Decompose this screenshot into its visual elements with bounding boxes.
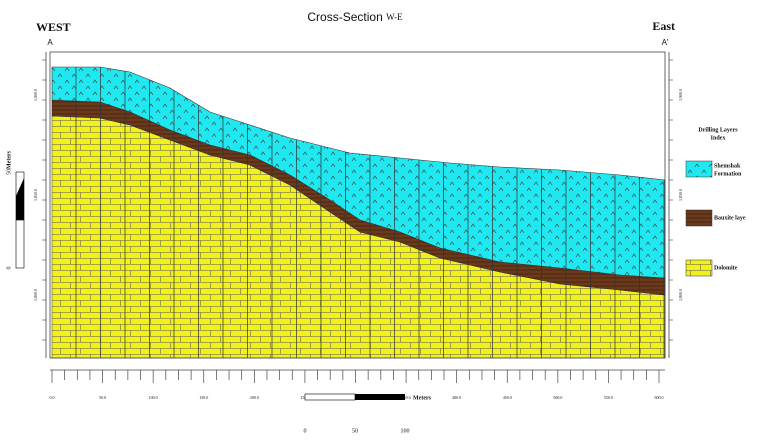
scale-segment: [355, 394, 405, 400]
bottom-tick-label: 100.0: [149, 395, 158, 400]
scale-unit: Meters: [413, 395, 432, 401]
bottom-tick-label: 0.0: [50, 395, 55, 400]
bottom-tick-label: 600.0: [655, 395, 664, 400]
legend-label: Dolomite: [714, 265, 738, 271]
legend-swatch: [686, 210, 712, 226]
cross-section-diagram: 1,900.0 1,850.0 1,800.0 1,900.0 1,850.0 1,800…: [0, 0, 760, 436]
legend-label: Bauxite laye: [714, 215, 746, 221]
legend: Drilling Layers Index Shemshak Formation…: [686, 127, 746, 276]
bottom-tick-label: 200.0: [250, 395, 259, 400]
right-tick-label: 1,850.0: [678, 189, 684, 201]
legend-title: Index: [711, 135, 726, 141]
scale-label: 0: [6, 267, 12, 270]
bottom-tick-label: 400.0: [452, 395, 461, 400]
page: {"header": {"title": "Cross-Section", "t…: [0, 0, 760, 436]
west-label: WEST: [36, 20, 71, 34]
scale-segment: [16, 220, 24, 268]
title: Cross-Section W-E: [307, 10, 403, 24]
scale-unit: Meters: [6, 150, 12, 169]
left-tick-label: 1,850.0: [33, 189, 39, 201]
title-main: Cross-Section: [307, 10, 382, 24]
legend-swatch: [686, 260, 712, 276]
right-tick-label: 1,800.0: [678, 289, 684, 301]
scale-segment: [305, 394, 355, 400]
title-suffix: W-E: [386, 12, 403, 22]
bottom-tick-label: 450.0: [503, 395, 512, 400]
legend-swatch: [686, 161, 712, 177]
left-tick-label: 1,800.0: [33, 289, 39, 301]
scale-label: 50: [6, 169, 12, 175]
legend-title: Drilling Layers: [698, 127, 738, 133]
legend-label: Shemshak: [714, 163, 741, 169]
bottom-tick-label: 150.0: [199, 395, 208, 400]
bottom-scale-bar: Meters 0 50 100: [304, 394, 432, 434]
bottom-tick-label: 550.0: [604, 395, 613, 400]
scale-label: 50: [352, 428, 358, 434]
bottom-tick-label: 50.0: [99, 395, 106, 400]
right-tick-label: 1,900.0: [678, 89, 684, 101]
left-scale-bar: Meters 50 0: [6, 150, 24, 269]
scale-label: 100: [401, 428, 410, 434]
east-label: East: [652, 19, 675, 33]
bottom-tick-label: 500.0: [553, 395, 562, 400]
left-tick-label: 1,900.0: [33, 89, 39, 101]
marker-right: A': [662, 38, 669, 47]
legend-label: Formation: [714, 171, 742, 177]
scale-label: 0: [304, 428, 307, 434]
marker-left: A: [47, 38, 53, 47]
